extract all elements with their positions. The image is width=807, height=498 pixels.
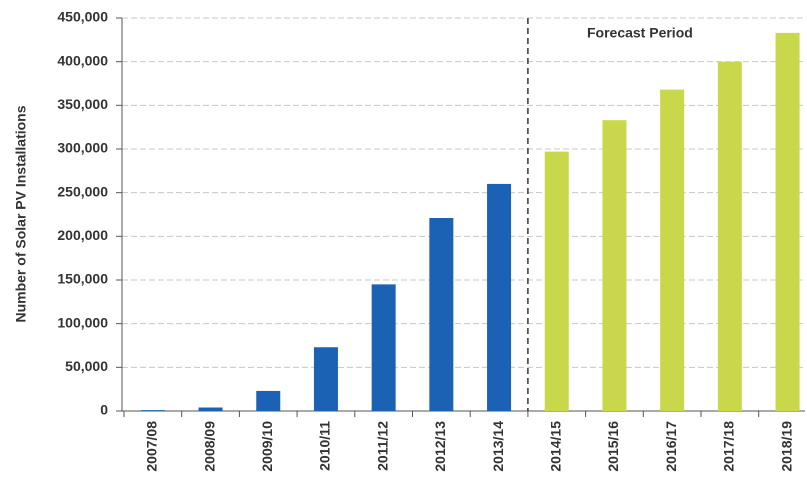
y-tick-label: 300,000 bbox=[57, 140, 108, 156]
bar bbox=[775, 32, 800, 411]
bar bbox=[198, 407, 223, 411]
bar bbox=[371, 284, 396, 411]
y-tick-label: 200,000 bbox=[57, 227, 108, 243]
annotation: Forecast Period bbox=[587, 25, 693, 41]
bar bbox=[140, 410, 165, 411]
y-tick-label: 250,000 bbox=[57, 183, 108, 199]
bar bbox=[544, 151, 569, 411]
x-tick-label: 2018/19 bbox=[778, 421, 794, 472]
y-tick-label: 450,000 bbox=[57, 9, 108, 25]
bar bbox=[313, 347, 338, 411]
bar bbox=[717, 61, 742, 412]
y-tick-label: 400,000 bbox=[57, 52, 108, 68]
y-tick-label: 50,000 bbox=[65, 358, 108, 374]
y-tick-label: 150,000 bbox=[57, 271, 108, 287]
bar bbox=[487, 183, 512, 411]
x-tick-label: 2007/08 bbox=[144, 421, 160, 472]
bar bbox=[256, 390, 281, 411]
bar bbox=[660, 89, 685, 411]
y-tick-label: 100,000 bbox=[57, 314, 108, 330]
x-tick-label: 2013/14 bbox=[490, 421, 506, 472]
y-axis-title: Number of Solar PV Installations bbox=[13, 105, 29, 322]
bar bbox=[602, 120, 627, 412]
x-tick-label: 2017/18 bbox=[721, 421, 737, 472]
bar bbox=[429, 217, 454, 411]
y-tick-label: 350,000 bbox=[57, 96, 108, 112]
x-tick-label: 2010/11 bbox=[317, 421, 333, 471]
y-tick-label: 0 bbox=[100, 402, 108, 418]
x-tick-label: 2015/16 bbox=[605, 421, 621, 472]
x-tick-label: 2016/17 bbox=[663, 421, 679, 472]
x-tick-label: 2012/13 bbox=[432, 421, 448, 472]
x-tick-label: 2009/10 bbox=[259, 421, 275, 472]
x-tick-label: 2008/09 bbox=[201, 421, 217, 472]
x-tick-label: 2014/15 bbox=[547, 421, 563, 472]
x-tick-label: 2011/12 bbox=[374, 421, 390, 471]
